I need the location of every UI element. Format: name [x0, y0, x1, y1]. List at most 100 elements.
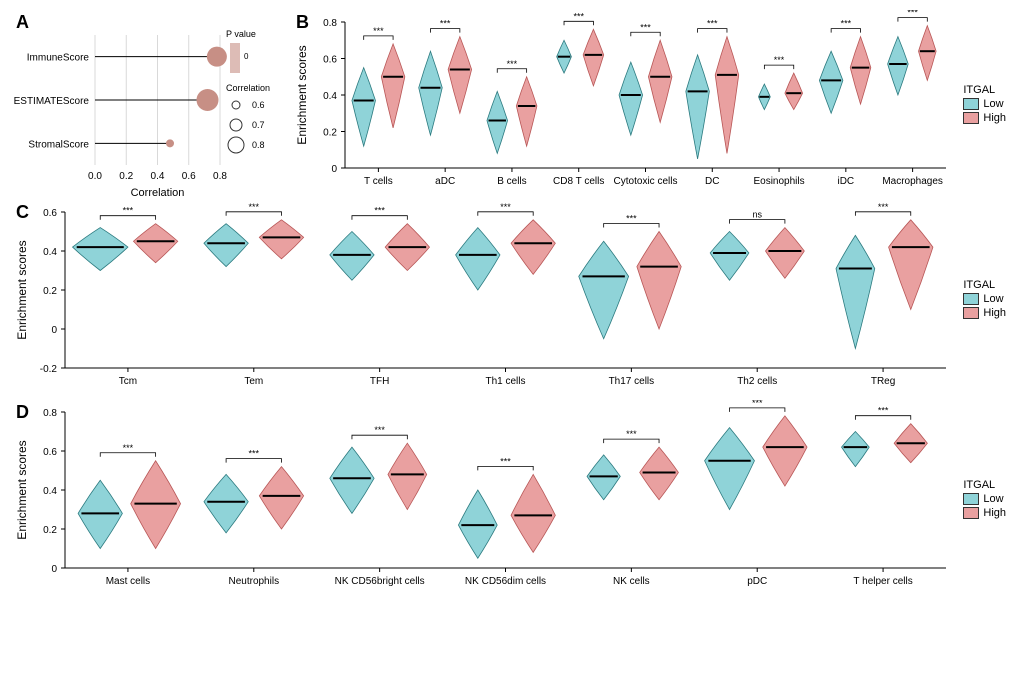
svg-text:0.8: 0.8 [43, 408, 57, 419]
svg-text:TReg: TReg [871, 376, 895, 387]
svg-text:NK CD56bright cells: NK CD56bright cells [335, 576, 425, 587]
svg-text:0.8: 0.8 [213, 171, 227, 182]
legend-low-swatch [963, 98, 979, 110]
svg-text:***: *** [626, 429, 637, 439]
svg-text:0.2: 0.2 [119, 171, 133, 182]
panel-a: A 0.00.20.40.60.8CorrelationImmuneScoreE… [10, 10, 290, 200]
legend-low-swatch-d [963, 493, 979, 505]
svg-text:0.2: 0.2 [323, 128, 337, 139]
svg-text:Correlation: Correlation [131, 187, 185, 199]
svg-text:***: *** [878, 202, 889, 212]
svg-text:ESTIMATEScore: ESTIMATEScore [14, 96, 90, 107]
svg-text:ns: ns [752, 210, 762, 220]
svg-text:DC: DC [705, 176, 719, 187]
svg-text:***: *** [374, 425, 385, 435]
svg-text:Enrichment scores: Enrichment scores [15, 240, 29, 339]
svg-text:Tcm: Tcm [119, 376, 137, 387]
svg-text:0.6: 0.6 [252, 100, 265, 110]
panel-c-plot: -0.2 0 0.2 0.4 0.6 Enrichment scores Tcm *** Tem… [10, 200, 1010, 400]
svg-text:Th2 cells: Th2 cells [737, 376, 777, 387]
svg-text:***: *** [249, 449, 260, 459]
svg-text:Enrichment scores: Enrichment scores [295, 45, 309, 144]
svg-text:***: *** [626, 214, 637, 224]
panel-a-label: A [16, 12, 29, 33]
svg-text:0: 0 [51, 564, 57, 575]
svg-text:***: *** [640, 22, 651, 32]
svg-text:NK cells: NK cells [613, 576, 650, 587]
panel-d-plot: 0 0.2 0.4 0.6 0.8 Enrichment scores Mast cells… [10, 400, 1010, 600]
svg-text:Cytotoxic cells: Cytotoxic cells [614, 176, 678, 187]
svg-text:***: *** [249, 202, 260, 212]
svg-text:0: 0 [51, 325, 57, 336]
svg-text:0.4: 0.4 [43, 486, 57, 497]
svg-text:0.8: 0.8 [323, 18, 337, 29]
panel-b-label: B [296, 12, 309, 33]
panel-a-plot: 0.00.20.40.60.8CorrelationImmuneScoreEST… [10, 10, 290, 200]
svg-text:B cells: B cells [497, 176, 526, 187]
svg-text:Correlation: Correlation [226, 83, 270, 93]
legend-high-swatch [963, 112, 979, 124]
panel-c: C -0.2 0 0.2 0.4 0.6 Enrichment scores Tcm *** T… [10, 200, 1010, 400]
svg-text:T helper cells: T helper cells [853, 576, 912, 587]
panel-c-label: C [16, 202, 29, 223]
svg-text:0.0: 0.0 [88, 171, 102, 182]
svg-text:***: *** [373, 26, 384, 36]
svg-text:***: *** [507, 59, 518, 69]
svg-text:TFH: TFH [370, 376, 389, 387]
svg-text:0.7: 0.7 [252, 120, 265, 130]
svg-text:StromalScore: StromalScore [28, 139, 89, 150]
svg-text:***: *** [500, 202, 511, 212]
legend-high-text-c: High [983, 307, 1006, 319]
svg-text:Macrophages: Macrophages [882, 176, 943, 187]
legend-b: ITGAL Low High [963, 84, 1006, 126]
svg-text:T cells: T cells [364, 176, 393, 187]
svg-text:iDC: iDC [837, 176, 854, 187]
panel-d: D 0 0.2 0.4 0.6 0.8 Enrichment scores Mast cel… [10, 400, 1010, 600]
legend-high-text: High [983, 112, 1006, 124]
svg-text:***: *** [123, 206, 134, 216]
svg-text:***: *** [707, 19, 718, 29]
legend-low-swatch-c [963, 293, 979, 305]
svg-text:0.4: 0.4 [151, 171, 165, 182]
svg-text:***: *** [500, 456, 511, 466]
legend-low-text-c: Low [983, 293, 1003, 305]
svg-text:***: *** [907, 10, 918, 18]
svg-text:Tem: Tem [244, 376, 263, 387]
legend-high-swatch-d [963, 507, 979, 519]
svg-text:0.6: 0.6 [323, 55, 337, 66]
svg-text:NK CD56dim cells: NK CD56dim cells [465, 576, 546, 587]
legend-d: ITGAL Low High [963, 479, 1006, 521]
legend-high-text-d: High [983, 507, 1006, 519]
svg-text:0.2: 0.2 [43, 286, 57, 297]
svg-text:***: *** [752, 400, 763, 408]
svg-text:-0.2: -0.2 [40, 364, 58, 375]
svg-text:0.2: 0.2 [43, 525, 57, 536]
svg-text:aDC: aDC [435, 176, 455, 187]
svg-text:***: *** [374, 206, 385, 216]
svg-text:pDC: pDC [747, 576, 767, 587]
legend-title: ITGAL [963, 84, 1006, 96]
svg-text:CD8 T cells: CD8 T cells [553, 176, 604, 187]
legend-title-d: ITGAL [963, 479, 1006, 491]
svg-text:***: *** [573, 11, 584, 21]
svg-text:0.6: 0.6 [43, 208, 57, 219]
figure-grid: A 0.00.20.40.60.8CorrelationImmuneScoreE… [10, 10, 1010, 600]
panel-d-label: D [16, 402, 29, 423]
svg-text:Mast cells: Mast cells [106, 576, 150, 587]
legend-high-swatch-c [963, 307, 979, 319]
svg-text:***: *** [440, 19, 451, 29]
svg-text:0.6: 0.6 [43, 447, 57, 458]
svg-text:P value: P value [226, 29, 256, 39]
svg-text:0.4: 0.4 [323, 91, 337, 102]
svg-text:Enrichment scores: Enrichment scores [15, 440, 29, 539]
legend-low-text-d: Low [983, 493, 1003, 505]
svg-text:0.8: 0.8 [252, 140, 265, 150]
svg-text:Neutrophils: Neutrophils [228, 576, 279, 587]
svg-text:Th17 cells: Th17 cells [609, 376, 655, 387]
legend-c: ITGAL Low High [963, 279, 1006, 321]
svg-text:0.4: 0.4 [43, 247, 57, 258]
svg-text:***: *** [774, 55, 785, 65]
svg-text:Th1 cells: Th1 cells [485, 376, 525, 387]
svg-text:***: *** [841, 19, 852, 29]
svg-text:0.6: 0.6 [182, 171, 196, 182]
